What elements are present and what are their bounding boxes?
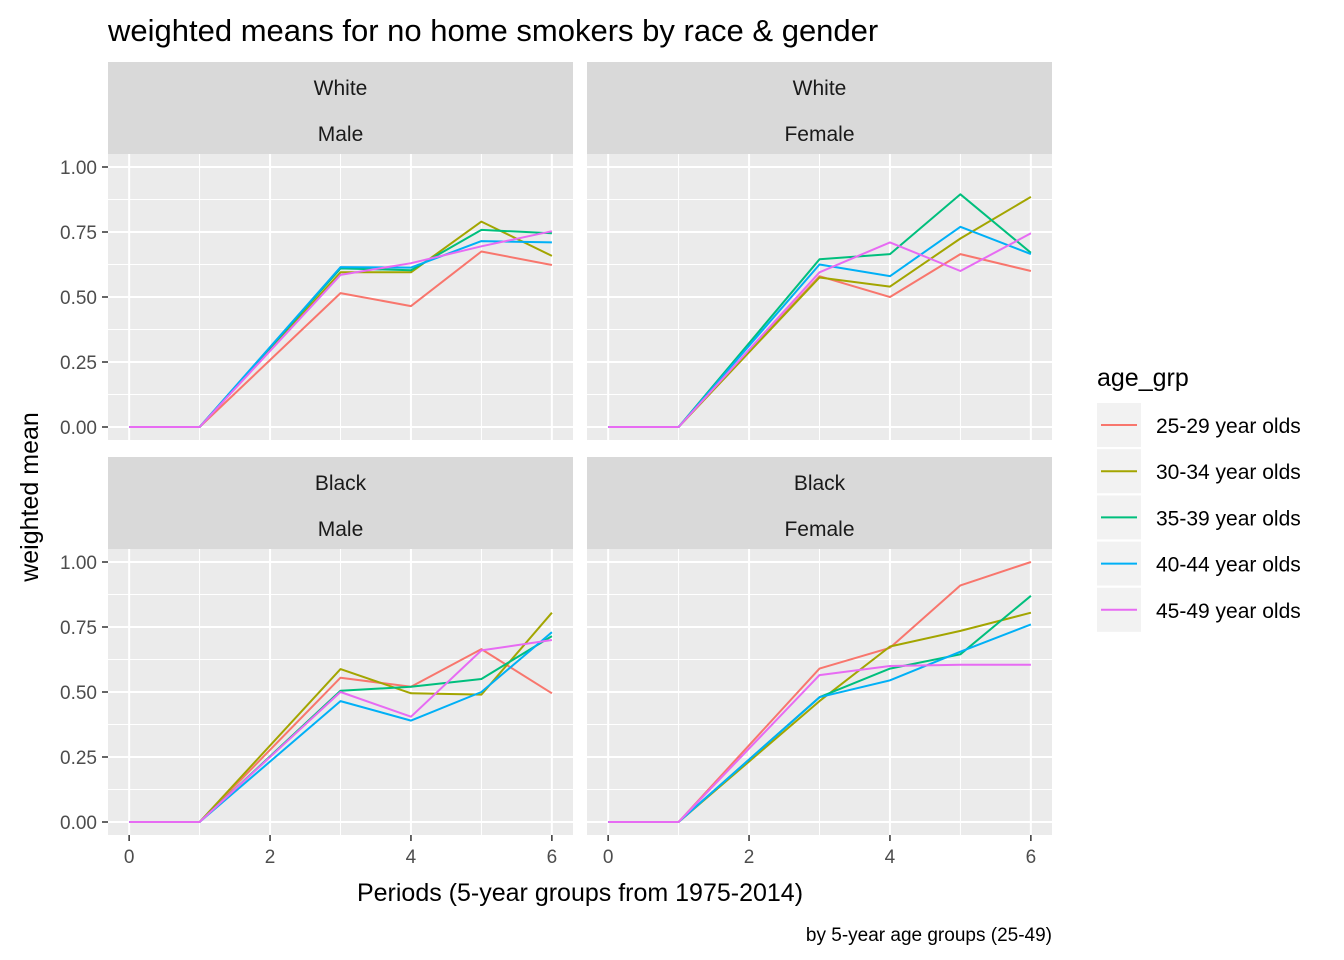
x-tick-label: 4 <box>885 847 896 868</box>
facet-label-gender: Male <box>318 518 364 541</box>
facet-label-race: Black <box>315 472 367 495</box>
facet-strip <box>108 62 573 154</box>
x-tick-label: 2 <box>265 847 276 868</box>
x-axis-title: Periods (5-year groups from 1975-2014) <box>357 879 803 907</box>
facet-strip <box>587 457 1052 549</box>
legend-label: 45-49 year olds <box>1156 600 1301 623</box>
y-tick-label: 1.00 <box>60 553 97 574</box>
y-tick-label: 0.50 <box>60 683 97 704</box>
panels: White Male White Female Black Male Black Female <box>108 62 1052 835</box>
x-tick-label: 2 <box>744 847 755 868</box>
y-axis-title: weighted mean <box>16 412 44 583</box>
panel-black-male: Black Male <box>108 457 573 835</box>
x-tick-label: 0 <box>124 847 135 868</box>
x-tick-label: 4 <box>406 847 417 868</box>
facet-label-gender: Female <box>784 518 854 541</box>
y-tick-label: 1.00 <box>60 158 97 179</box>
legend-entry: 25-29 year olds <box>1097 403 1301 447</box>
y-tick-label: 0.75 <box>60 618 97 639</box>
x-tick-label: 6 <box>547 847 558 868</box>
legend-label: 30-34 year olds <box>1156 461 1301 484</box>
y-tick-label: 0.50 <box>60 288 97 309</box>
legend-label: 40-44 year olds <box>1156 554 1301 577</box>
facet-label-gender: Female <box>784 123 854 146</box>
chart-caption: by 5-year age groups (25-49) <box>806 925 1052 946</box>
series-line <box>608 663 1031 823</box>
facet-label-gender: Male <box>318 123 364 146</box>
legend: age_grp 25-29 year olds 30-34 year olds 35… <box>1097 364 1301 632</box>
legend-entry: 40-44 year olds <box>1097 541 1301 586</box>
panel-black-female: Black Female <box>587 457 1052 835</box>
facet-strip <box>587 62 1052 154</box>
legend-entry: 45-49 year olds <box>1097 587 1301 632</box>
series-line <box>129 230 553 428</box>
facet-label-race: White <box>793 77 847 100</box>
y-tick-label: 0.25 <box>60 748 97 769</box>
axis-ticks: 0.00 0.25 0.50 0.75 1.00 0.00 0.25 0.50 0.75 1.00… <box>60 158 1036 868</box>
facet-label-race: White <box>314 77 368 100</box>
legend-label: 35-39 year olds <box>1156 507 1301 530</box>
x-tick-label: 6 <box>1026 847 1037 868</box>
y-tick-label: 0.00 <box>60 813 97 834</box>
y-tick-label: 0.75 <box>60 223 97 244</box>
facet-strip <box>108 457 573 549</box>
series-line <box>608 232 1032 428</box>
legend-title: age_grp <box>1097 364 1189 392</box>
legend-label: 25-29 year olds <box>1156 415 1301 438</box>
legend-entry: 35-39 year olds <box>1097 495 1301 540</box>
series-line <box>129 639 553 823</box>
legend-entry: 30-34 year olds <box>1097 449 1301 494</box>
legend-entries: 25-29 year olds 30-34 year olds 35-39 year… <box>1097 403 1301 632</box>
chart-title: weighted means for no home smokers by ra… <box>107 13 878 48</box>
panel-white-male: White Male <box>108 62 573 440</box>
y-tick-label: 0.25 <box>60 353 97 374</box>
y-tick-label: 0.00 <box>60 418 97 439</box>
facet-label-race: Black <box>794 472 846 495</box>
panel-white-female: White Female <box>587 62 1052 440</box>
x-tick-label: 0 <box>603 847 614 868</box>
